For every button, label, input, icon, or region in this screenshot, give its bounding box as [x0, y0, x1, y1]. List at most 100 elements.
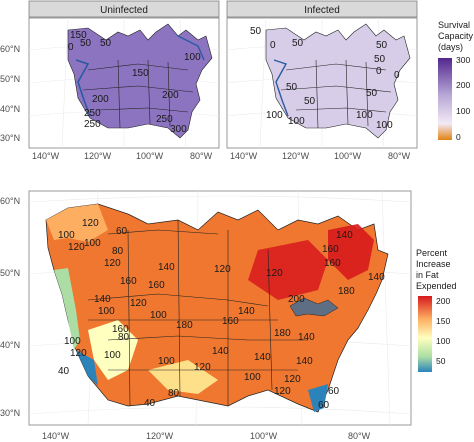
contour-label: 100	[244, 372, 261, 383]
contour-label: 50	[100, 38, 112, 49]
panel-title: Infected	[304, 5, 340, 16]
contour-label: 120	[130, 298, 147, 309]
contour-label: 140	[158, 262, 175, 273]
panel-fat-expended: 120 60 100 100 120 80 120 140 120 160 16…	[28, 190, 412, 426]
contour-label: 120	[194, 362, 211, 373]
contour-label: 100	[266, 110, 283, 121]
contour-label: 140	[238, 306, 255, 317]
panel-infected: Infected 50 0 50 50 0 50 0 50 50 100 100…	[226, 0, 418, 150]
x-tick: 140°W	[230, 151, 258, 161]
contour-label: 200	[92, 94, 109, 105]
contour-label: 140	[368, 272, 385, 283]
x-tick: 120°W	[84, 151, 112, 161]
y-tick: 50°N	[0, 268, 20, 278]
contour-label: 140	[296, 356, 313, 367]
x-tick: 120°W	[282, 151, 310, 161]
fat-expended-legend: Percent Increase in Fat Expended 200 150…	[414, 246, 474, 386]
contour-label: 180	[338, 286, 355, 297]
contour-label: 120	[274, 386, 291, 397]
contour-label: 60	[328, 386, 340, 397]
panel-strip	[28, 0, 220, 18]
contour-label: 120	[214, 264, 231, 275]
y-tick: 60°N	[0, 44, 20, 54]
contour-label: 140	[254, 352, 271, 363]
contour-label: 100	[288, 116, 305, 127]
legend-title-line: Percent	[416, 248, 448, 258]
x-tick: 80°W	[190, 151, 213, 161]
contour-label: 100	[184, 52, 201, 63]
y-tick: 30°N	[0, 408, 20, 418]
legend-title-line: in Fat	[416, 270, 439, 280]
legend-tick: 100	[456, 106, 470, 116]
contour-label: 50	[374, 54, 386, 65]
legend-colorbar	[438, 58, 452, 140]
contour-label: 180	[176, 320, 193, 331]
contour-label: 40	[144, 398, 156, 409]
panel-uninfected: Uninfected 150 0 50 50 150 200 200 250 2…	[28, 0, 220, 150]
contour-label: 0	[68, 42, 74, 53]
contour-label: 250	[156, 114, 173, 125]
contour-label: 80	[118, 332, 130, 343]
contour-label: 160	[324, 258, 341, 269]
contour-label: 80	[168, 388, 180, 399]
legend-title-line: Expended	[416, 281, 457, 291]
legend-title-line: (days)	[438, 42, 463, 52]
top-x-axis: 140°W 120°W 100°W 80°W 140°W 120°W 100°W…	[28, 148, 428, 164]
contour-label: 80	[112, 246, 124, 257]
legend-tick: 50	[436, 356, 446, 366]
contour-label: 250	[84, 119, 101, 130]
contour-label: 120	[68, 242, 85, 253]
contour-label: 50	[376, 40, 388, 51]
contour-label: 120	[104, 258, 121, 269]
contour-label: 200	[288, 294, 305, 305]
legend-title-line: Survival	[438, 20, 470, 30]
contour-label: 0	[270, 40, 276, 51]
contour-label: 160	[148, 280, 165, 291]
bottom-x-axis: 140°W 120°W 100°W 80°W	[28, 428, 412, 442]
legend-tick: 100	[436, 336, 450, 346]
legend-tick: 300	[456, 55, 470, 65]
contour-label: 300	[170, 124, 187, 135]
x-tick: 120°W	[146, 431, 174, 441]
contour-label: 50	[292, 38, 304, 49]
x-tick: 140°W	[42, 431, 70, 441]
legend-tick: 200	[436, 296, 450, 306]
contour-label: 50	[366, 88, 378, 99]
contour-label: 150	[132, 68, 149, 79]
contour-label: 150	[70, 30, 87, 41]
y-tick: 40°N	[0, 340, 20, 350]
contour-label: 100	[376, 120, 393, 131]
contour-label: 160	[222, 316, 239, 327]
y-tick: 40°N	[0, 104, 20, 114]
contour-label: 140	[212, 346, 229, 357]
contour-label: 160	[322, 244, 339, 255]
bottom-y-axis: 60°N 50°N 40°N 30°N	[0, 190, 30, 426]
contour-label: 60	[318, 400, 330, 411]
contour-label: 120	[70, 348, 87, 359]
contour-label: 100	[104, 350, 121, 361]
survival-legend: Survival Capacity (days) 300 200 100 0	[420, 18, 474, 158]
contour-label: 0	[394, 70, 400, 81]
top-y-axis: 60°N 50°N 40°N 30°N	[0, 20, 30, 150]
contour-label: 60	[116, 226, 128, 237]
legend-title-line: Increase	[416, 259, 451, 269]
contour-label: 50	[250, 26, 262, 37]
contour-label: 50	[304, 96, 316, 107]
x-tick: 140°W	[32, 151, 60, 161]
panel-title: Uninfected	[100, 5, 148, 16]
contour-label: 100	[150, 310, 167, 321]
x-tick: 80°W	[388, 151, 411, 161]
contour-label: 50	[80, 38, 92, 49]
legend-tick: 150	[436, 316, 450, 326]
panel-strip	[226, 0, 418, 18]
x-tick: 100°W	[136, 151, 164, 161]
contour-label: 140	[94, 294, 111, 305]
contour-label: 100	[64, 336, 81, 347]
contour-label: 250	[84, 108, 101, 119]
contour-label: 50	[286, 82, 298, 93]
contour-label: 100	[158, 356, 175, 367]
contour-label: 200	[162, 90, 179, 101]
y-tick: 30°N	[0, 133, 20, 143]
contour-label: 100	[58, 230, 75, 241]
contour-label: 40	[58, 366, 70, 377]
